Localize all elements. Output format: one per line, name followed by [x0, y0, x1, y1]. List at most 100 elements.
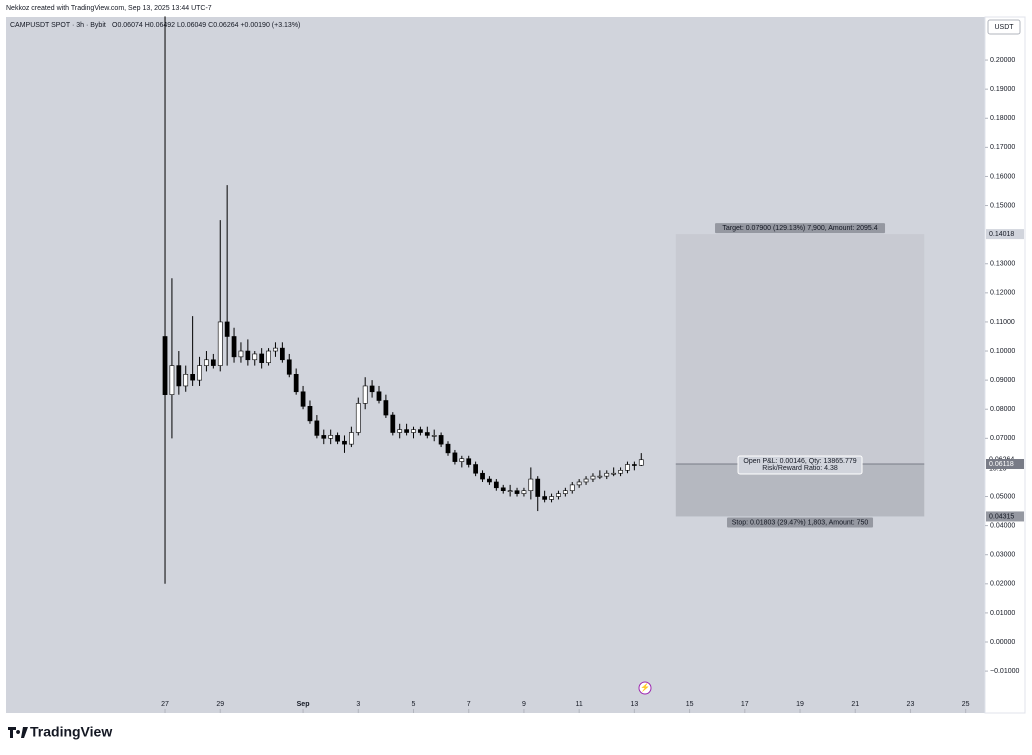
x-tick-label: 29 [216, 701, 224, 708]
x-tick-label: 5 [412, 701, 416, 708]
candle-body [618, 470, 623, 474]
candle-body [238, 350, 244, 358]
candle-body [349, 432, 354, 445]
y-tick-label: 0.03000 [990, 552, 1015, 559]
price-axis [984, 16, 1026, 714]
currency-button[interactable] [987, 19, 1021, 35]
candle-body [597, 475, 603, 478]
candle-body [169, 365, 175, 395]
x-tick-label: 9 [522, 701, 526, 708]
y-tick-label: 0.12000 [990, 290, 1015, 297]
price-tag [986, 229, 1024, 240]
y-tick-label: 0.01000 [990, 610, 1015, 617]
event-icon[interactable] [638, 681, 652, 695]
pnl-box [737, 455, 863, 475]
candle-body [286, 359, 292, 375]
candle-body [542, 496, 548, 500]
symbol-title: CAMPUSDT SPOT · 3h · Bybit [10, 22, 106, 29]
candle-body [569, 484, 575, 491]
candle-body [259, 353, 265, 363]
candle-body [487, 478, 492, 483]
candle-body [383, 400, 389, 416]
candle-body [176, 365, 182, 387]
candle-body [217, 321, 223, 366]
candle-body [231, 336, 237, 358]
candle-body [300, 391, 306, 407]
candle-body [252, 353, 258, 361]
candle-body [204, 359, 209, 366]
candle-body [210, 359, 216, 366]
candle-body [293, 374, 299, 393]
candle-body [162, 336, 168, 395]
candle-body [355, 403, 361, 433]
y-tick-label: 0.11000 [990, 319, 1015, 326]
candle-body [473, 464, 478, 474]
x-tick-label: 17 [741, 701, 749, 708]
candle-body [314, 420, 320, 436]
y-tick-label: 0.05000 [990, 493, 1015, 500]
candle-body [638, 459, 644, 466]
candle-body [376, 391, 382, 401]
x-tick-label: 13 [630, 701, 638, 708]
candle-body [604, 472, 610, 477]
candle-body [590, 475, 596, 480]
candle-body [190, 374, 196, 381]
y-tick-label: 0.19000 [990, 86, 1015, 93]
stop-label-box [727, 517, 874, 528]
candle-body [466, 458, 472, 465]
candle-body [411, 429, 416, 433]
candle-body [576, 481, 582, 486]
y-tick-label: −0.01000 [990, 668, 1019, 675]
y-tick-label: 0.08000 [990, 406, 1015, 413]
y-tick-label: 0.02000 [990, 581, 1015, 588]
x-tick-label: 15 [686, 701, 694, 708]
candle-body [632, 464, 637, 466]
candle-body [279, 347, 285, 361]
x-tick-label: 7 [467, 701, 471, 708]
candle-body [335, 435, 340, 442]
candle-body [438, 435, 444, 445]
candle-body [273, 347, 278, 352]
candle-body [452, 452, 458, 462]
candle-body [459, 458, 465, 462]
price-tag-label: 0.14018 [989, 231, 1014, 238]
y-tick-label: 0.04000 [990, 522, 1015, 529]
candle-body [611, 472, 617, 475]
candle-body [369, 385, 375, 393]
x-tick-label: 3 [356, 701, 360, 708]
y-tick-label: 0.17000 [990, 144, 1015, 151]
price-tag [986, 458, 1024, 469]
ratio-label: Risk/Reward Ratio: 4.38 [762, 465, 838, 472]
candle-body [521, 490, 527, 494]
y-tick-label: 0.13000 [990, 261, 1015, 268]
candle-body [480, 472, 485, 480]
price-tag-label: 0.04315 [989, 513, 1014, 520]
y-tick-label: 0.00000 [990, 639, 1015, 646]
stop-label: Stop: 0.01803 (29.47%) 1,803, Amount: 75… [732, 519, 869, 526]
candle-body [507, 490, 513, 492]
candle-body [342, 440, 347, 445]
candle-body [183, 374, 189, 387]
x-tick-label: Sep [297, 701, 310, 708]
x-tick-label: 19 [796, 701, 804, 708]
price-tag-label: 0.06118 [989, 461, 1014, 468]
y-tick-label: 0.15000 [990, 202, 1015, 209]
candle-body [328, 435, 334, 439]
ohlc-legend: O0.06074 H0.06492 L0.06049 C0.06264 +0.0… [112, 22, 300, 29]
candle-body [397, 429, 403, 433]
target-label: Target: 0.07900 (129.13%) 7,900, Amount:… [722, 225, 877, 232]
candle-body [197, 365, 202, 381]
candle-body [362, 385, 368, 404]
candle-body [224, 321, 230, 337]
candle-body [514, 490, 520, 494]
countdown: 15:15 [989, 466, 1007, 473]
x-tick-label: 23 [907, 701, 915, 708]
footer-text: TradingView [30, 724, 112, 740]
candle-body [418, 429, 423, 433]
candle-body [404, 429, 409, 433]
y-tick-label: 0.18000 [990, 115, 1015, 122]
y-tick-label: 0.20000 [990, 57, 1015, 64]
currency: USDT [994, 24, 1014, 31]
